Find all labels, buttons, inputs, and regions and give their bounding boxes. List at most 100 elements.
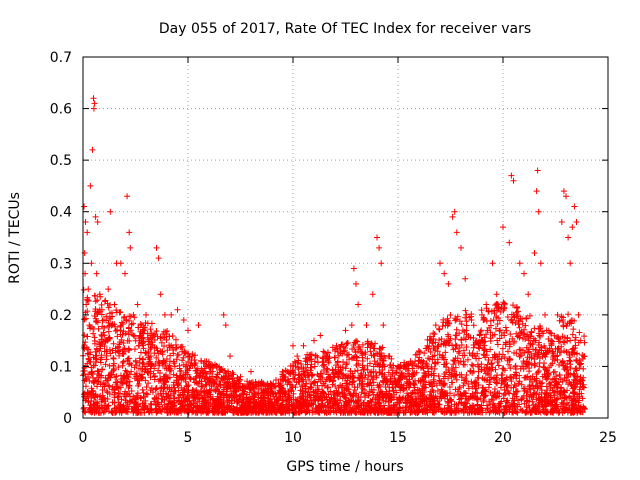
data-point	[365, 372, 372, 379]
data-point	[441, 409, 448, 416]
data-point	[111, 394, 118, 401]
data-point	[475, 381, 482, 388]
data-point	[420, 406, 427, 413]
data-point	[301, 407, 308, 414]
data-point	[403, 397, 410, 404]
data-point	[144, 391, 151, 398]
data-point	[531, 360, 538, 367]
data-point	[460, 347, 467, 354]
data-point	[161, 311, 168, 318]
data-point	[98, 306, 105, 313]
data-point	[380, 322, 387, 329]
data-point	[564, 334, 571, 341]
data-point	[331, 395, 338, 402]
data-point	[576, 405, 583, 412]
data-point	[370, 386, 377, 393]
data-point	[90, 401, 97, 408]
data-point	[370, 368, 377, 375]
data-point	[560, 188, 567, 195]
data-point	[171, 388, 178, 395]
data-point	[446, 383, 453, 390]
data-point	[489, 364, 496, 371]
data-point	[534, 384, 541, 391]
data-point	[119, 362, 126, 369]
data-point	[401, 363, 408, 370]
data-point	[172, 336, 179, 343]
data-point	[424, 404, 431, 411]
data-point	[461, 402, 468, 409]
data-point	[228, 400, 235, 407]
data-point	[437, 260, 443, 267]
data-point	[94, 400, 101, 407]
data-point	[465, 332, 472, 339]
data-point	[218, 366, 225, 373]
data-point	[288, 388, 295, 395]
data-point	[457, 358, 464, 365]
data-point	[420, 393, 427, 400]
data-point	[120, 358, 127, 365]
data-point	[273, 397, 280, 404]
data-point	[88, 364, 95, 371]
data-point	[373, 372, 380, 379]
data-point	[198, 392, 205, 399]
data-point	[91, 100, 98, 107]
data-point	[91, 362, 98, 369]
data-point	[526, 393, 533, 400]
data-point	[390, 402, 397, 409]
data-point	[81, 203, 88, 210]
data-point	[391, 375, 398, 382]
data-point	[512, 365, 519, 372]
data-point	[400, 409, 407, 416]
data-point	[312, 352, 319, 359]
data-point	[526, 354, 533, 361]
data-point	[139, 371, 146, 378]
data-point	[379, 370, 386, 377]
data-point	[225, 393, 232, 400]
data-point	[323, 376, 330, 383]
data-point	[126, 371, 133, 378]
data-point	[480, 398, 487, 405]
data-point	[374, 234, 380, 241]
y-axis-label: ROTI / TECUs	[7, 192, 23, 284]
data-point	[298, 393, 305, 400]
data-point	[431, 352, 438, 359]
data-point	[374, 351, 381, 358]
data-point	[198, 402, 205, 409]
data-point	[447, 397, 454, 404]
data-point	[444, 402, 451, 409]
data-point	[316, 409, 323, 416]
data-point	[348, 322, 355, 329]
data-point	[196, 398, 203, 405]
data-point	[181, 408, 188, 415]
data-point	[531, 249, 538, 256]
data-point	[468, 311, 475, 318]
data-point	[325, 357, 332, 364]
data-point	[492, 352, 499, 359]
data-point	[470, 344, 477, 351]
data-point	[552, 345, 559, 352]
data-point	[289, 375, 296, 382]
data-point	[570, 390, 577, 397]
data-point	[498, 375, 505, 382]
data-point	[302, 358, 309, 365]
data-point	[495, 362, 502, 369]
data-point	[230, 387, 237, 394]
data-point	[191, 400, 198, 407]
data-point	[451, 208, 458, 215]
data-point	[130, 311, 137, 318]
data-point	[313, 405, 320, 412]
data-point	[200, 398, 207, 405]
data-point	[314, 354, 321, 361]
data-point	[453, 343, 460, 350]
data-point	[535, 351, 542, 358]
data-point	[102, 398, 109, 405]
data-point	[513, 375, 520, 382]
data-point	[81, 345, 88, 352]
data-point	[138, 322, 145, 329]
data-point	[236, 376, 243, 383]
data-point	[198, 383, 205, 390]
data-point	[139, 386, 146, 393]
data-point	[96, 372, 103, 379]
data-point	[264, 386, 271, 393]
